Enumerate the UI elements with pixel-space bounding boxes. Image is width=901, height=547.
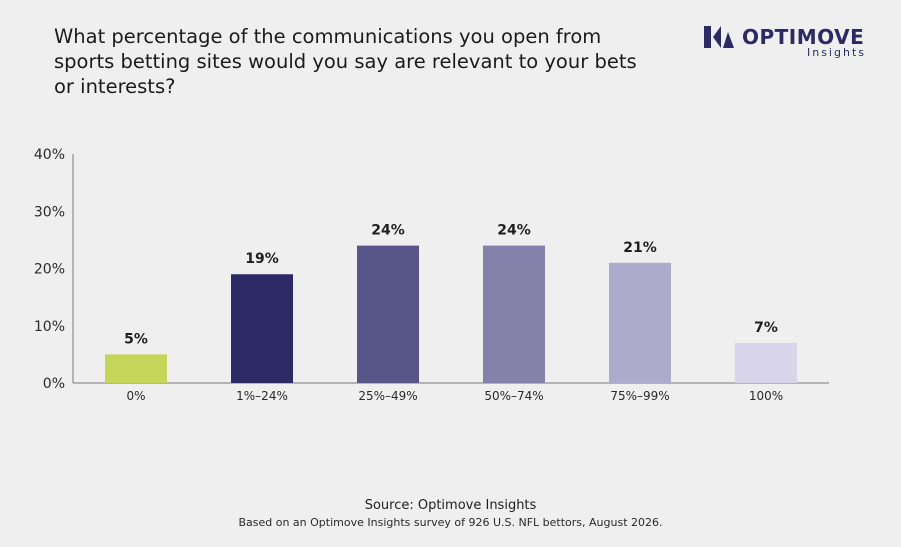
source-text: Source: Optimove Insights (0, 498, 901, 513)
x-tick-label: 0% (126, 389, 145, 403)
x-tick-label: 1%–24% (236, 389, 288, 403)
data-label: 24% (371, 223, 405, 239)
data-label: 7% (754, 320, 778, 336)
x-tick-label: 50%–74% (484, 389, 543, 403)
logo-subtitle: Insights (806, 46, 866, 59)
y-tick-label: 0% (43, 376, 65, 392)
data-label: 19% (245, 251, 279, 267)
bar (735, 342, 797, 383)
bar (483, 245, 545, 383)
x-tick-label: 75%–99% (610, 389, 669, 403)
bar (357, 245, 419, 383)
optimove-logo: OPTIMOVE Insights (704, 26, 874, 62)
bar (231, 274, 293, 383)
x-tick-label: 100% (749, 389, 783, 403)
data-label: 24% (497, 223, 531, 239)
y-tick-label: 30% (34, 204, 65, 220)
data-label: 5% (124, 331, 148, 347)
x-tick-label: 25%–49% (358, 389, 417, 403)
y-tick-label: 10% (34, 319, 65, 335)
bar (609, 262, 671, 383)
bar (105, 354, 167, 383)
y-tick-label: 40% (34, 147, 65, 163)
source-label: Source: Optimove Insights (364, 498, 537, 513)
footnote-text: Based on an Optimove Insights survey of … (0, 516, 901, 529)
optimove-logo-mark-icon (704, 26, 734, 48)
chart-title: What percentage of the communications yo… (54, 25, 637, 98)
y-tick-label: 20% (34, 262, 65, 278)
data-label: 21% (623, 240, 657, 256)
logo-wordmark: OPTIMOVE (742, 25, 865, 49)
footnote-label: Based on an Optimove Insights survey of … (238, 516, 663, 529)
